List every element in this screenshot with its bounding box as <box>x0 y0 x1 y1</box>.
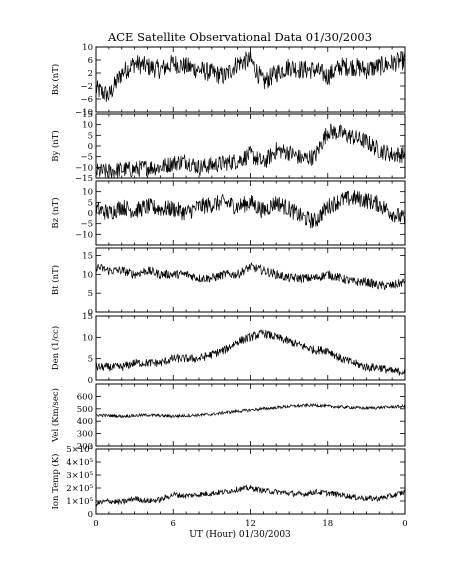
panel-frame <box>95 315 406 381</box>
y-axis-label: Bz (nT) <box>50 197 61 228</box>
y-tick-label: 15 <box>82 312 93 322</box>
series-line-bx <box>95 50 406 103</box>
y-tick-label: −10 <box>75 230 93 240</box>
y-tick-label: 400 <box>77 417 93 427</box>
panel-frame <box>95 113 406 179</box>
y-tick-label: 5 <box>88 355 93 365</box>
y-tick-label: −2 <box>80 82 93 92</box>
panel-vel: 200 300 400 500 600 Vel (Km/sec) <box>50 383 406 452</box>
y-tick-label: 5×10⁵ <box>66 445 93 455</box>
y-tick-label: 15 <box>82 110 93 120</box>
y-tick-label: 0 <box>88 142 93 152</box>
y-tick-label: 10 <box>82 270 93 280</box>
series-line-bz <box>95 190 406 229</box>
y-axis-label: Bx (nT) <box>50 64 61 96</box>
y-tick-label: 0 <box>88 308 93 318</box>
y-tick-label: −6 <box>80 95 93 105</box>
panel-temp: 0 1×10⁵ 2×10⁵ 3×10⁵ 4×10⁵ 5×10⁵ Ion Temp (K) <box>50 445 406 520</box>
series-line-temp <box>95 484 406 507</box>
y-tick-label: 200 <box>77 442 93 452</box>
y-tick-label: 300 <box>77 430 93 440</box>
y-tick-label: −5 <box>80 153 93 163</box>
y-tick-label: 0 <box>88 209 93 219</box>
y-tick-label: 1×10⁵ <box>66 497 93 507</box>
y-tick-label: 10 <box>82 333 93 343</box>
y-tick-label: 4×10⁵ <box>66 458 93 468</box>
series-line-bt <box>95 262 406 290</box>
y-tick-label: 10 <box>82 121 93 131</box>
panel-frame <box>95 180 406 246</box>
y-tick-label: 10 <box>82 43 93 53</box>
chart-title: ACE Satellite Observational Data 01/30/2… <box>107 30 372 44</box>
y-tick-label: 3×10⁵ <box>66 471 93 481</box>
panel-bt: 0 5 10 15 Bt (nT) <box>50 247 406 318</box>
y-tick-label: 10 <box>82 188 93 198</box>
x-axis-label: UT (Hour) 01/30/2003 <box>189 529 291 540</box>
x-tick-label: 12 <box>245 519 256 529</box>
y-tick-label: 2×10⁵ <box>66 484 93 494</box>
y-axis-label: Ion Temp (K) <box>50 454 61 510</box>
x-tick-label: 6 <box>171 519 176 529</box>
y-tick-label: 5 <box>88 131 93 141</box>
y-axis-label: Vel (Km/sec) <box>50 388 61 443</box>
y-tick-label: 6 <box>88 56 93 66</box>
y-tick-label: 5 <box>88 289 93 299</box>
x-tick-label: 0 <box>93 519 98 529</box>
panel-den: 0 5 10 15 Den (1/cc) <box>50 312 406 386</box>
y-tick-label: −10 <box>75 163 93 173</box>
y-tick-label: 500 <box>77 405 93 415</box>
series-line-vel <box>95 402 406 419</box>
y-axis-label: Bt (nT) <box>50 265 61 295</box>
series-line-den <box>95 329 406 376</box>
y-tick-label: 2 <box>88 69 93 79</box>
y-tick-label: 600 <box>77 392 93 402</box>
y-tick-label: −10 <box>75 108 93 118</box>
y-tick-label: 0 <box>88 510 93 520</box>
y-axis-label: Den (1/cc) <box>50 326 61 370</box>
panel-bx: −10 −6 −2 2 6 10 Bx (nT) <box>50 43 406 118</box>
series-line-by <box>95 123 406 179</box>
x-tick-label: 0 <box>402 519 407 529</box>
y-tick-label: 15 <box>82 252 93 262</box>
x-tick-label: 18 <box>322 519 333 529</box>
y-tick-label: 0 <box>88 376 93 386</box>
y-axis-label: By (nT) <box>50 130 61 162</box>
panel-frame <box>95 448 406 515</box>
y-tick-label: 5 <box>88 198 93 208</box>
y-tick-label: −15 <box>75 174 93 184</box>
y-tick-label: −5 <box>80 220 93 230</box>
